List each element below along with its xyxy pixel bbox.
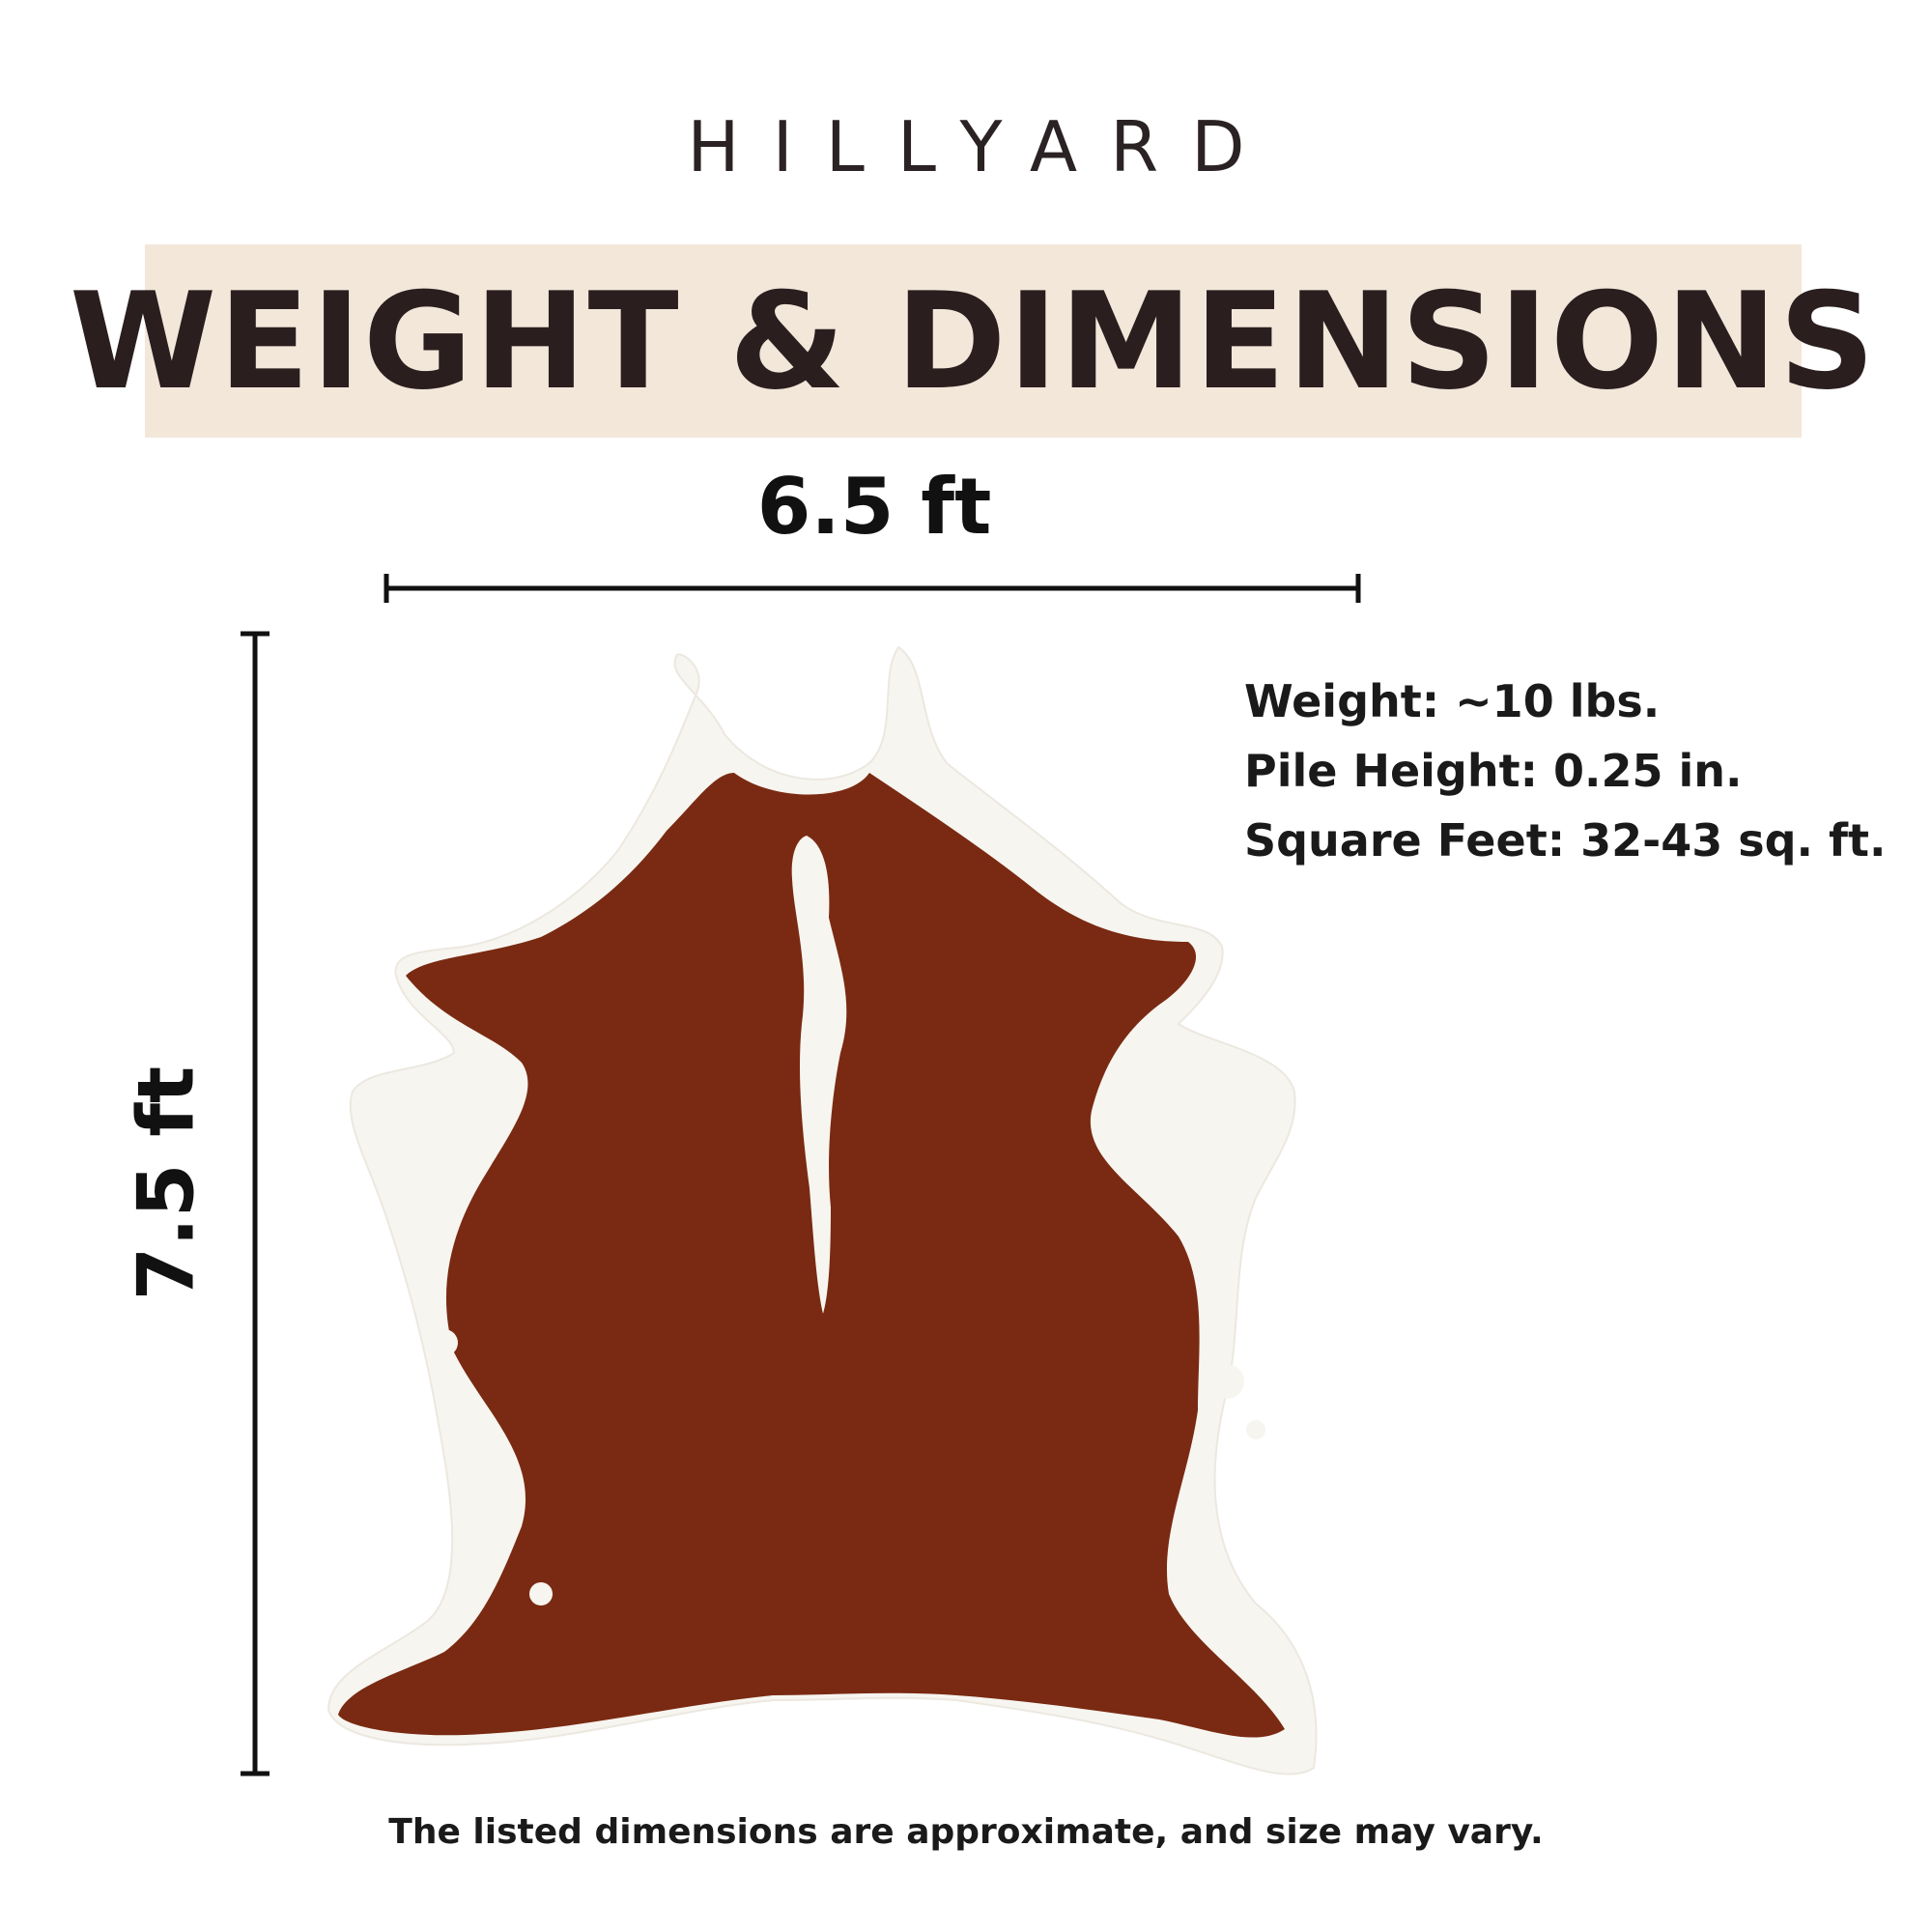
brand-logo: HILLYARD [687,106,1278,187]
spec-square-feet: Square Feet: 32-43 sq. ft. [1244,814,1887,867]
width-dimension-line [384,574,1361,603]
height-dimension-line [241,631,270,1776]
cowhide-brown-patch [338,773,1285,1738]
disclaimer-text: The listed dimensions are approximate, a… [388,1812,1544,1852]
page-title: WEIGHT & DIMENSIONS [69,263,1878,419]
spec-pile-height: Pile Height: 0.25 in. [1244,745,1743,797]
spec-weight: Weight: ~10 lbs. [1244,675,1661,727]
cowhide-white-stripe [791,836,847,1314]
cowhide-speckles [431,1198,1265,1605]
spec-list: Weight: ~10 lbs. Pile Height: 0.25 in. S… [1244,667,1887,875]
title-banner: WEIGHT & DIMENSIONS [70,244,1875,438]
width-label: 6.5 ft [756,462,992,552]
